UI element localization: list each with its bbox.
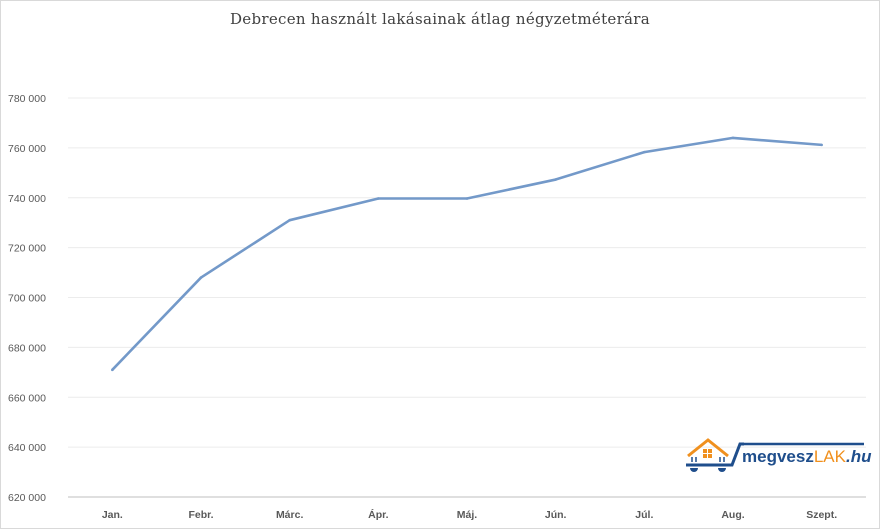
data-point	[288, 218, 291, 222]
y-tick-label: 740 000	[8, 193, 46, 205]
y-tick-label: 720 000	[8, 243, 46, 255]
x-tick-label: Máj.	[457, 509, 478, 521]
y-tick-label: 640 000	[8, 442, 46, 454]
y-tick-label: 680 000	[8, 342, 46, 354]
y-tick-label: 620 000	[8, 492, 46, 504]
data-point	[820, 143, 823, 147]
data-point	[554, 178, 557, 181]
logo-part2: LAK	[813, 447, 846, 466]
series-line	[111, 136, 822, 371]
x-tick-label: Ápr.	[368, 508, 389, 521]
x-tick-label: Febr.	[188, 509, 213, 521]
logo-part3: .hu	[845, 447, 872, 466]
y-tick-label: 760 000	[8, 143, 46, 155]
x-tick-label: Aug.	[721, 509, 744, 521]
logo-underline	[742, 442, 864, 446]
x-tick-label: Szept.	[806, 509, 837, 521]
y-tick-label: 700 000	[8, 293, 46, 305]
megveszlak-logo: megveszLAK.hu	[684, 436, 871, 478]
logo-text: megveszLAK.hu	[742, 447, 871, 467]
data-point	[199, 276, 203, 279]
logo-part1: megvesz	[742, 447, 814, 466]
x-tick-label: Jún.	[545, 509, 567, 521]
y-tick-label: 780 000	[8, 93, 46, 105]
data-point	[731, 136, 735, 140]
x-tick-label: Jan.	[102, 509, 123, 521]
y-tick-label: 660 000	[8, 392, 46, 404]
data-point	[111, 368, 114, 372]
x-tick-label: Márc.	[276, 509, 304, 521]
data-point	[465, 197, 469, 200]
data-point	[377, 197, 380, 200]
x-tick-label: Júl.	[635, 509, 653, 521]
data-point	[643, 150, 646, 154]
chart-title: Debrecen használt lakásainak átlag négyz…	[229, 10, 651, 28]
